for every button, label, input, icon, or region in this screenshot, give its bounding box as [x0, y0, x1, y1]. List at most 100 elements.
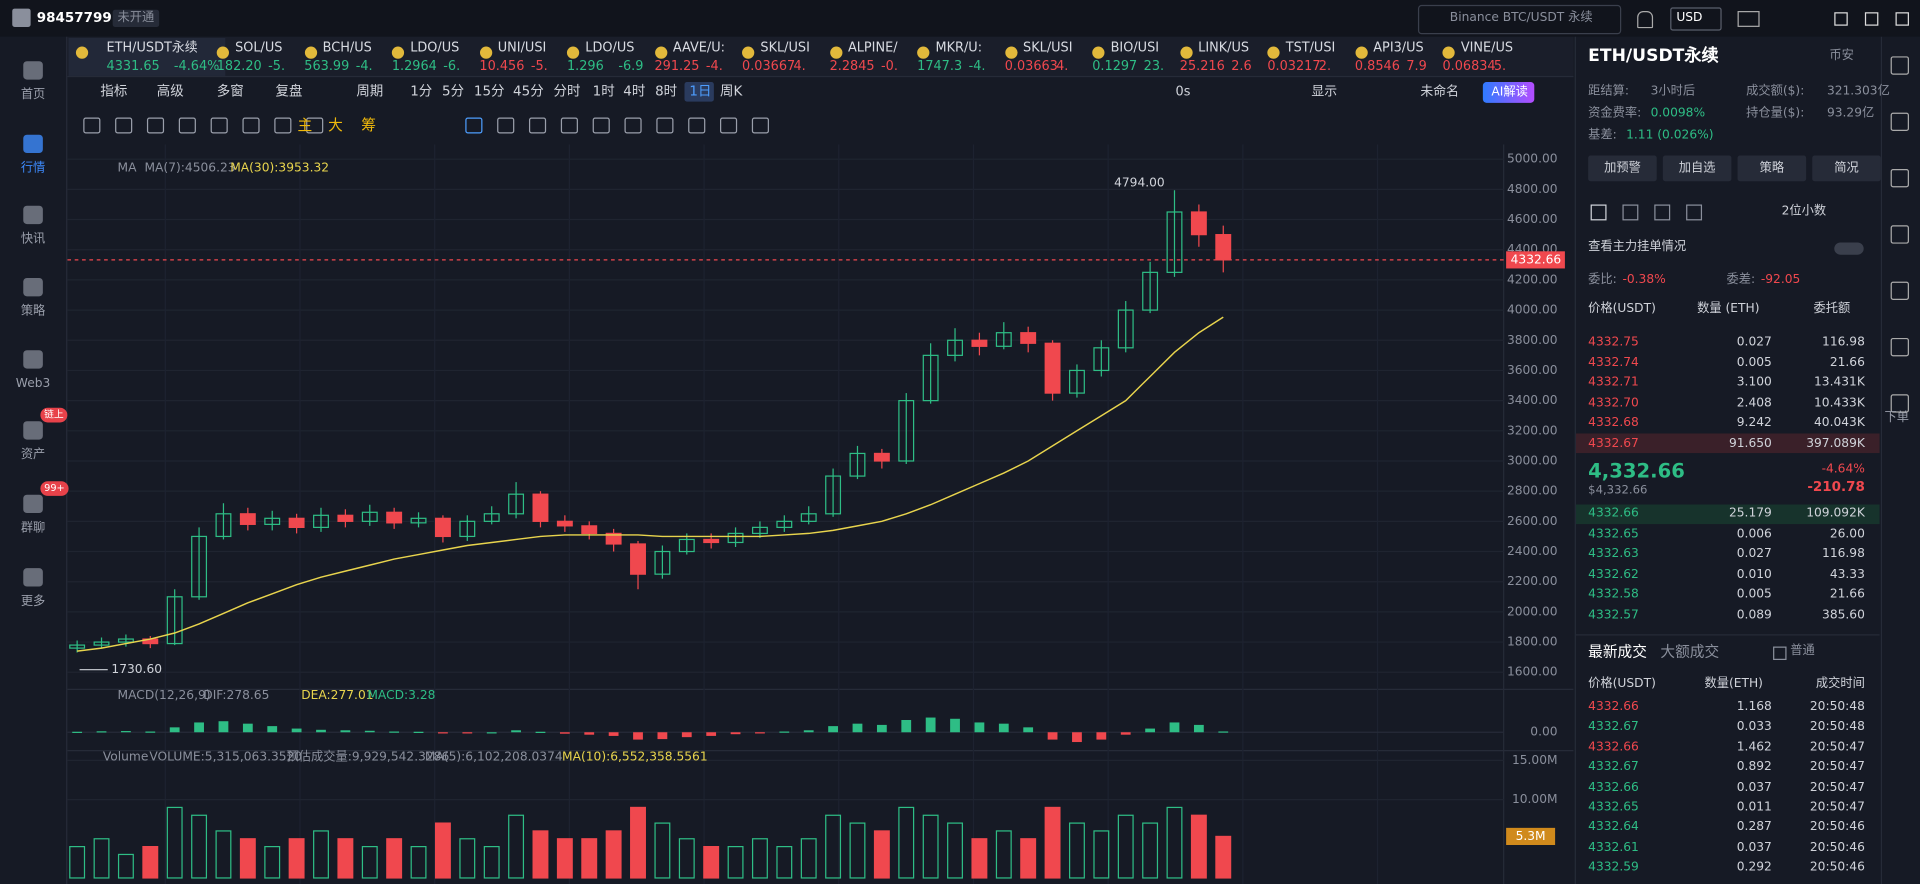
toolbar-item[interactable]: 复盘 [275, 83, 303, 100]
ticker-symbol[interactable]: TST/USI [1285, 40, 1336, 56]
draw-tool[interactable] [751, 117, 769, 134]
rail-icon[interactable] [1890, 56, 1909, 75]
panel-button[interactable] [1737, 155, 1807, 182]
ticker-symbol[interactable]: MKR/U: [935, 40, 983, 56]
toolbar-item[interactable]: 高级 [156, 83, 184, 100]
ticker-symbol[interactable]: BCH/US [322, 40, 372, 56]
nav-icon[interactable] [23, 277, 43, 297]
rail-icon[interactable] [1890, 281, 1909, 301]
ai-label[interactable]: AI解读 [1491, 85, 1528, 100]
nav-label[interactable]: 更多 [20, 595, 46, 609]
book-view-icon[interactable] [1590, 204, 1607, 221]
nav-icon[interactable] [23, 568, 43, 587]
toolbar-right[interactable]: 显示 [1311, 84, 1338, 100]
depth-link[interactable]: 查看主力挂单情况 [1588, 240, 1687, 254]
draw-tool[interactable] [624, 117, 642, 134]
draw-tool[interactable] [242, 117, 260, 134]
toolbar-item[interactable]: 指标 [100, 83, 128, 100]
ticker-symbol[interactable]: SOL/US [235, 40, 283, 56]
window-max[interactable] [1864, 12, 1879, 26]
draw-tool-text[interactable]: 大 [328, 116, 343, 134]
nav-label[interactable]: Web3 [15, 377, 51, 391]
rail-label[interactable]: 下单 [1884, 411, 1909, 425]
nav-label[interactable]: 首页 [20, 88, 46, 102]
book-view-icon[interactable] [1622, 204, 1639, 221]
draw-tool[interactable] [274, 117, 292, 134]
trade-tab[interactable]: 普通 [1790, 644, 1815, 658]
draw-tool[interactable] [656, 117, 674, 134]
toolbar-item[interactable]: 周K [720, 83, 743, 100]
panel-button[interactable] [1588, 155, 1657, 182]
draw-tool[interactable] [465, 117, 483, 134]
ticker-symbol[interactable]: UNI/USI [497, 40, 547, 56]
draw-tool[interactable] [720, 117, 738, 134]
draw-tool[interactable] [497, 117, 515, 134]
ticker-symbol[interactable]: VINE/US [1460, 40, 1514, 56]
draw-tool[interactable] [115, 117, 133, 134]
ticker-symbol[interactable]: SKL/USI [760, 40, 810, 56]
draw-tool-text[interactable]: 筹 [361, 116, 376, 134]
book-view-icon[interactable] [1654, 204, 1671, 221]
draw-tool[interactable] [178, 117, 196, 134]
checkbox[interactable] [1773, 646, 1787, 661]
draw-tool[interactable] [688, 117, 706, 134]
ai-button[interactable] [1482, 82, 1535, 103]
ticker-symbol[interactable]: BIO/USI [1110, 40, 1160, 56]
rail-icon[interactable] [1890, 337, 1909, 357]
toolbar-item[interactable]: 多窗 [216, 83, 244, 100]
nav-label[interactable]: 行情 [20, 161, 46, 176]
draw-tool[interactable] [210, 117, 228, 134]
window-min[interactable] [1834, 12, 1848, 26]
toolbar-item[interactable]: 1日 [689, 83, 712, 100]
panel-button-label[interactable]: 策略 [1759, 161, 1785, 176]
trade-tab[interactable]: 大额成交 [1660, 642, 1720, 661]
toggle[interactable] [1834, 242, 1864, 255]
nav-icon[interactable] [23, 494, 43, 514]
search-box[interactable] [1417, 4, 1622, 35]
toolbar-item[interactable]: 45分 [513, 83, 544, 100]
rail-icon[interactable] [1890, 394, 1909, 413]
toolbar-item[interactable]: 1时 [592, 83, 615, 100]
ticker-symbol[interactable]: LDO/US [410, 40, 460, 56]
nav-icon[interactable] [23, 350, 43, 369]
nav-icon[interactable] [23, 421, 43, 440]
toolbar-item[interactable]: 分时 [553, 83, 581, 100]
panel-button-label[interactable]: 简况 [1834, 161, 1859, 176]
ticker-symbol[interactable]: AAVE/U: [672, 40, 725, 56]
toolbar-item[interactable]: 4时 [623, 83, 646, 100]
toolbar-item[interactable]: 8时 [655, 83, 678, 100]
ticker-symbol[interactable]: SKL/USI [1023, 40, 1073, 56]
trade-tab[interactable]: 最新成交 [1588, 642, 1647, 661]
toolbar-item[interactable]: 5分 [442, 83, 465, 100]
draw-tool[interactable] [528, 117, 547, 134]
nav-label[interactable]: 群聊 [20, 521, 46, 536]
draw-tool[interactable] [83, 117, 101, 134]
book-view-icon[interactable] [1686, 204, 1703, 221]
draw-tool[interactable] [560, 117, 578, 134]
nav-icon[interactable] [23, 61, 43, 80]
panel-button[interactable] [1662, 155, 1732, 182]
toolbar-item[interactable]: 周期 [356, 83, 384, 100]
panel-button-label[interactable]: 加预警 [1604, 161, 1641, 176]
window-close[interactable] [1895, 12, 1909, 26]
currency-select[interactable] [1670, 7, 1722, 31]
ticker-symbol[interactable]: LDO/US [585, 40, 635, 56]
panel-button-label[interactable]: 加自选 [1678, 161, 1716, 176]
toolbar-right[interactable]: 0s [1175, 84, 1191, 100]
rail-icon[interactable] [1890, 168, 1909, 188]
panel-button[interactable] [1812, 155, 1881, 182]
draw-tool[interactable] [306, 117, 324, 134]
decimals[interactable]: 2位小数 [1781, 204, 1827, 218]
toolbar-right[interactable]: 未命名 [1420, 84, 1459, 100]
ticker-symbol[interactable]: ETH/USDT永续 [106, 40, 198, 56]
rail-icon[interactable] [1890, 112, 1909, 132]
draw-tool-text[interactable]: 主 [297, 116, 313, 134]
toolbar-item[interactable]: 1分 [410, 83, 433, 100]
rail-icon[interactable] [1890, 225, 1909, 244]
nav-icon[interactable] [23, 205, 43, 225]
ticker-symbol[interactable]: LINK/US [1198, 40, 1250, 56]
nav-icon[interactable] [23, 134, 43, 154]
toolbar-item[interactable]: 15分 [473, 83, 505, 100]
draw-tool[interactable] [146, 117, 165, 134]
nav-label[interactable]: 快讯 [20, 232, 46, 247]
